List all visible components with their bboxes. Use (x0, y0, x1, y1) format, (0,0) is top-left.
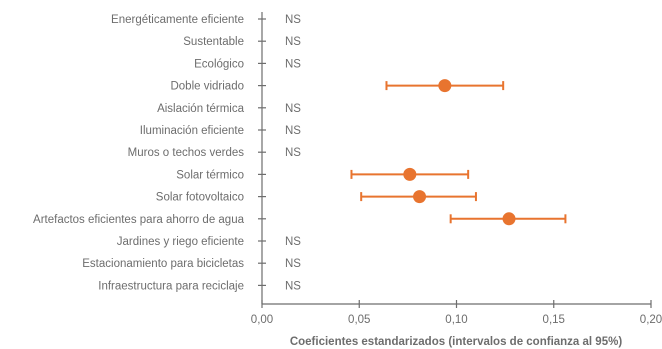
ns-label: NS (285, 103, 301, 115)
category-label: Energéticamente eficiente (111, 14, 244, 26)
category-label: Ecológico (194, 58, 244, 70)
ns-label: NS (285, 58, 301, 70)
estimate-point (403, 167, 417, 181)
x-tick-label: 0,05 (348, 314, 370, 326)
category-label: Solar térmico (176, 169, 244, 181)
x-tick-label: 0,00 (251, 314, 273, 326)
x-axis-title: Coeficientes estandarizados (intervalos … (290, 336, 622, 348)
category-label: Doble vidriado (170, 81, 244, 93)
category-label: Iluminación eficiente (140, 125, 244, 137)
category-labels: Energéticamente eficiente NS Sustentable NS… (33, 14, 301, 292)
ns-label: NS (285, 258, 301, 270)
x-tick-label: 0,15 (543, 314, 565, 326)
category-label: Muros o techos verdes (128, 147, 245, 159)
ns-label: NS (285, 147, 301, 159)
ns-label: NS (285, 14, 301, 26)
axes: 0,00 0,05 0,10 0,15 0,20 (251, 12, 662, 326)
category-label: Infraestructura para reciclaje (98, 280, 244, 292)
category-label: Sustentable (183, 36, 244, 48)
ns-label: NS (285, 280, 301, 292)
category-label: Jardines y riego eficiente (117, 236, 244, 248)
category-label: Aislación térmica (157, 103, 245, 115)
data-marks (350, 79, 567, 226)
estimate-point (438, 79, 452, 93)
ns-label: NS (285, 236, 301, 248)
ns-label: NS (285, 36, 301, 48)
ns-label: NS (285, 125, 301, 137)
category-label: Artefactos eficientes para ahorro de agu… (33, 214, 245, 226)
estimate-point (502, 212, 516, 226)
estimate-point (413, 190, 427, 204)
category-label: Estacionamiento para bicicletas (82, 258, 244, 270)
x-tick-label: 0,20 (640, 314, 662, 326)
x-tick-label: 0,10 (445, 314, 467, 326)
category-label: Solar fotovoltaico (156, 192, 244, 204)
